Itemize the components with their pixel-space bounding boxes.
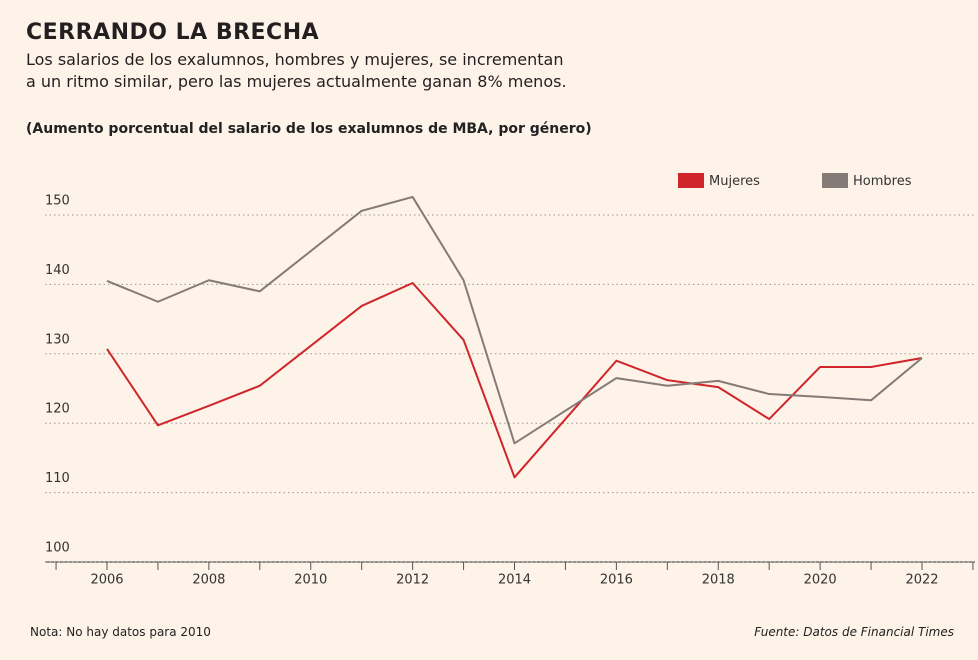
- subtitle: a un ritmo similar, pero las mujeres act…: [26, 72, 567, 91]
- x-tick-label: 2018: [702, 573, 735, 588]
- y-tick-label: 120: [45, 402, 70, 417]
- x-tick-label: 2008: [192, 573, 225, 588]
- y-tick-label: 150: [45, 194, 70, 209]
- x-tick-label: 2012: [396, 573, 429, 588]
- y-tick-label: 100: [45, 541, 70, 556]
- y-tick-label: 110: [45, 471, 70, 486]
- x-tick-label: 2022: [905, 573, 938, 588]
- note: Nota: No hay datos para 2010: [30, 625, 211, 639]
- legend-label: Hombres: [853, 174, 912, 189]
- x-tick-label: 2006: [90, 573, 123, 588]
- legend-swatch: [678, 173, 704, 188]
- subtitle: Los salarios de los exalumnos, hombres y…: [26, 50, 564, 69]
- y-tick-label: 130: [45, 332, 70, 347]
- source: Fuente: Datos de Financial Times: [754, 625, 954, 639]
- series-line: [106, 195, 923, 445]
- legend-swatch: [822, 173, 848, 188]
- axis-title: (Aumento porcentual del salario de los e…: [26, 121, 592, 137]
- chart-title: CERRANDO LA BRECHA: [26, 20, 320, 45]
- x-tick-label: 2020: [804, 573, 837, 588]
- y-tick-label: 140: [45, 263, 70, 278]
- legend-label: Mujeres: [709, 174, 760, 189]
- x-tick-label: 2016: [600, 573, 633, 588]
- x-tick-label: 2014: [498, 573, 531, 588]
- x-tick-label: 2010: [294, 573, 327, 588]
- series-line: [106, 282, 923, 479]
